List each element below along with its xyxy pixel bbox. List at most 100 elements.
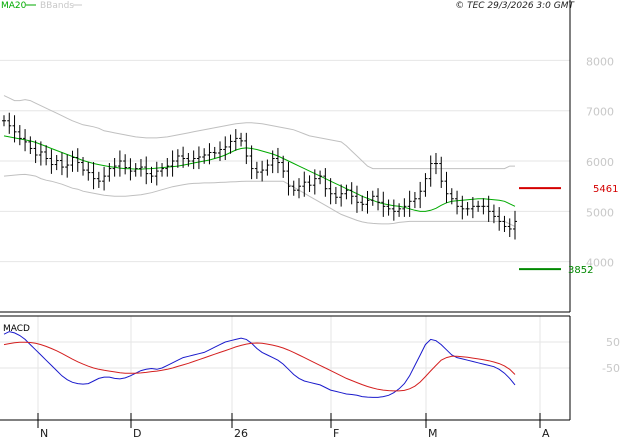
price-axis-labels: 4000 5000 6000 7000 8000 xyxy=(586,55,614,269)
ohlc-bar xyxy=(217,141,222,162)
ohlc-bar xyxy=(23,129,28,152)
ohlc-bars xyxy=(2,112,517,240)
ohlc-bar xyxy=(28,136,33,154)
support-resistance-levels: 5461 3852 xyxy=(519,184,618,276)
macd-tick-label: -50 xyxy=(602,362,620,375)
ohlc-bar xyxy=(133,163,138,177)
ma20-polyline xyxy=(3,135,516,212)
ohlc-bar xyxy=(254,161,259,179)
ohlc-bar xyxy=(312,169,317,195)
ohlc-bar xyxy=(181,146,186,168)
ohlc-bar xyxy=(412,191,417,209)
ohlc-bar xyxy=(428,155,433,187)
ohlc-bar xyxy=(349,182,354,205)
price-tick-label: 5000 xyxy=(586,206,614,219)
ohlc-bar xyxy=(391,199,396,221)
ohlc-bar xyxy=(381,191,386,217)
ohlc-bar xyxy=(233,129,238,151)
ohlc-bar xyxy=(170,150,175,177)
resistance-label: 5461 xyxy=(593,184,618,195)
ohlc-bar xyxy=(470,197,475,219)
ohlc-bar xyxy=(513,210,517,240)
ohlc-bar xyxy=(49,149,54,174)
ohlc-bar xyxy=(2,115,6,127)
ma20-line xyxy=(3,135,516,212)
ohlc-bar xyxy=(175,149,180,168)
ohlc-bar xyxy=(196,146,201,170)
ohlc-bar xyxy=(286,161,291,196)
date-label: M xyxy=(428,427,438,440)
ohlc-bar xyxy=(476,200,481,212)
ohlc-bar xyxy=(386,199,391,216)
macd-tick-label: 50 xyxy=(606,336,620,349)
ohlc-bar xyxy=(107,163,112,182)
ohlc-bar xyxy=(507,218,512,238)
date-label: F xyxy=(333,427,339,440)
price-tick-label: 7000 xyxy=(586,106,614,119)
legend-ma20: MA20 xyxy=(1,1,27,11)
ohlc-bar xyxy=(186,152,191,167)
ohlc-bar xyxy=(365,190,370,214)
ohlc-bar xyxy=(191,150,196,170)
price-tick-label: 8000 xyxy=(586,55,614,68)
ohlc-bar xyxy=(444,171,449,204)
ohlc-bar xyxy=(333,186,338,205)
ohlc-bar xyxy=(486,195,491,222)
ohlc-bar xyxy=(376,188,381,211)
bband-upper-polyline xyxy=(3,95,515,170)
macd-panel-label: MACD xyxy=(3,324,30,334)
ohlc-bar xyxy=(481,198,486,215)
ohlc-bar xyxy=(70,150,75,172)
ohlc-bar xyxy=(128,158,133,181)
ohlc-bar xyxy=(202,148,207,164)
ohlc-bar xyxy=(265,159,270,176)
ohlc-bar xyxy=(212,146,217,159)
bband-lower-line xyxy=(3,173,516,227)
ohlc-bar xyxy=(86,162,91,181)
date-label: 26 xyxy=(234,427,248,440)
ohlc-bar xyxy=(160,163,165,177)
ohlc-bar xyxy=(439,156,444,188)
ohlc-bar xyxy=(59,152,64,176)
ohlc-bar xyxy=(465,202,470,216)
date-label: D xyxy=(133,427,141,440)
ohlc-bar xyxy=(302,171,307,197)
ohlc-bar xyxy=(491,204,496,224)
ohlc-bar xyxy=(397,203,402,217)
ohlc-bar xyxy=(33,140,38,164)
ohlc-bar xyxy=(270,150,275,174)
ohlc-bar xyxy=(228,134,233,154)
ohlc-bar xyxy=(17,125,22,146)
ohlc-bar xyxy=(207,143,212,165)
ohlc-bar xyxy=(81,157,86,176)
ohlc-bar xyxy=(96,171,101,188)
ohlc-bar xyxy=(239,132,244,147)
ohlc-bar xyxy=(281,155,286,178)
ohlc-bar xyxy=(165,158,170,177)
ohlc-bar xyxy=(360,195,365,212)
macd-axis-labels: 50 -50 xyxy=(602,336,620,375)
ohlc-bar xyxy=(455,190,460,215)
macd-series-signal xyxy=(3,341,516,392)
date-label: A xyxy=(542,427,550,440)
date-axis-labels: N D 26 F M A xyxy=(37,413,550,440)
price-grid xyxy=(0,59,570,263)
ohlc-bar xyxy=(344,184,349,200)
macd-series-macd xyxy=(3,331,516,398)
ohlc-bar xyxy=(418,181,423,209)
ohlc-bar xyxy=(223,136,228,161)
ohlc-bar xyxy=(144,156,149,185)
ohlc-bar xyxy=(117,150,122,177)
ohlc-bar xyxy=(44,145,49,166)
date-label: N xyxy=(40,427,48,440)
ohlc-bar xyxy=(102,166,107,191)
ohlc-bar xyxy=(354,185,359,213)
copyright-text: © TEC 29/3/2026 3:0 GMT xyxy=(455,1,575,11)
ohlc-bar xyxy=(75,148,80,172)
ohlc-bar xyxy=(65,154,70,178)
ohlc-bar xyxy=(291,180,296,196)
ohlc-bar xyxy=(112,158,117,177)
bband-lower-polyline xyxy=(3,173,516,227)
